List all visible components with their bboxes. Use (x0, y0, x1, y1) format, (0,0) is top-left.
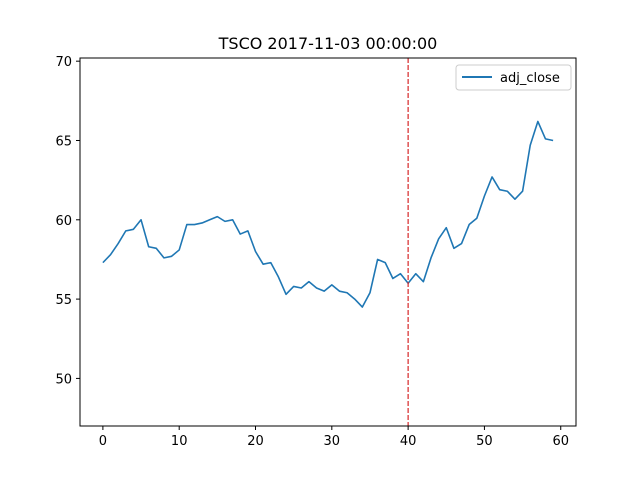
x-tick-label: 0 (99, 434, 107, 449)
series-line-adj-close (102, 120, 554, 308)
legend: adj_close (455, 64, 572, 91)
legend-box (455, 64, 572, 91)
y-tick-label: 55 (55, 293, 72, 308)
x-tick-label: 30 (324, 434, 341, 449)
y-tick-label: 70 (55, 55, 72, 70)
legend-label-adj-close: adj_close (500, 71, 560, 86)
x-tick-label: 40 (400, 434, 417, 449)
x-tick-label: 60 (552, 434, 569, 449)
y-tick-label: 60 (55, 214, 72, 229)
axes-frame (79, 57, 577, 427)
plot-area: 0 10 20 30 40 50 60 50 55 60 65 70 (55, 55, 577, 449)
y-tick-label: 50 (55, 372, 72, 387)
x-tick-label: 50 (476, 434, 493, 449)
y-tick-label: 65 (55, 134, 72, 149)
x-tick-label: 20 (247, 434, 264, 449)
chart-title: TSCO 2017-11-03 00:00:00 (218, 34, 438, 53)
x-tick-label: 10 (171, 434, 188, 449)
